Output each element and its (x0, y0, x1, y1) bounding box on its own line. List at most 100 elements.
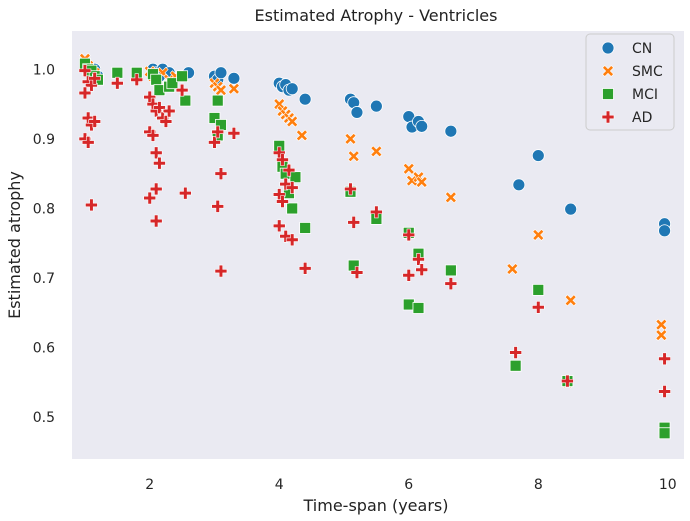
data-point-ad (146, 129, 160, 142)
data-point-mci (176, 70, 188, 83)
data-point-ad (350, 266, 364, 279)
data-point-mci (211, 94, 224, 107)
data-point-cn (658, 224, 671, 238)
data-point-ad (149, 182, 163, 196)
data-point-smc (370, 145, 383, 158)
data-point-ad (276, 153, 289, 167)
data-point-mci (208, 112, 221, 124)
legend-label-smc: SMC (632, 64, 663, 80)
data-point-mci (166, 77, 179, 90)
x-tick-label: 2 (145, 477, 154, 493)
y-tick-label: 0.5 (33, 410, 55, 426)
y-tick-label: 0.6 (33, 341, 55, 357)
legend-marker-cn (601, 41, 615, 55)
data-point-smc (286, 115, 299, 128)
data-point-ad (561, 374, 574, 388)
data-point-mci (532, 283, 545, 296)
data-point-smc (215, 84, 227, 97)
data-point-ad (658, 352, 671, 366)
data-point-mci (289, 171, 302, 184)
data-point-ad (298, 262, 312, 275)
legend-item-cn: CN (601, 41, 652, 57)
data-point-smc (227, 82, 240, 95)
data-point-smc (444, 191, 457, 204)
legend-label-mci: MCI (632, 87, 658, 103)
legend-marker-ad (601, 110, 615, 124)
x-tick-label: 8 (534, 477, 543, 493)
data-point-ad (81, 136, 95, 149)
data-point-ad (162, 104, 176, 118)
data-point-cn (350, 106, 364, 119)
x-axis-ticks: 2 4 6 8 10 (145, 477, 676, 493)
data-marks (78, 52, 671, 440)
data-point-ad (658, 385, 671, 398)
data-point-mci (179, 94, 192, 107)
data-point-ad (402, 228, 416, 242)
data-point-ad (276, 195, 289, 208)
data-point-cn (564, 202, 578, 216)
data-point-ad (78, 86, 92, 100)
data-point-ad (214, 264, 228, 278)
data-point-ad (153, 156, 166, 170)
data-point-cn (512, 178, 526, 192)
data-point-mci (286, 202, 299, 215)
data-point-ad (214, 167, 228, 180)
data-point-mci (658, 427, 671, 440)
data-point-ad (85, 198, 98, 212)
data-point-ad (111, 76, 124, 90)
data-point-smc (402, 162, 415, 175)
data-point-smc (344, 132, 357, 145)
legend-item-ad: AD (601, 110, 652, 126)
y-tick-label: 0.9 (33, 132, 55, 148)
data-point-ad (285, 233, 299, 247)
data-point-smc (506, 263, 519, 275)
data-point-smc (295, 129, 308, 142)
legend-label-cn: CN (632, 41, 652, 57)
data-point-ad (444, 277, 458, 290)
data-point-smc (564, 294, 577, 307)
data-point-cn (285, 82, 299, 96)
data-point-ad (159, 115, 173, 128)
x-tick-label: 4 (275, 477, 284, 493)
y-tick-label: 0.8 (33, 201, 55, 217)
legend-marker-smc (602, 65, 614, 77)
data-point-ad (279, 230, 293, 243)
data-point-ad (347, 216, 361, 229)
data-point-smc (655, 318, 668, 331)
data-point-mci (412, 302, 425, 314)
data-point-ad (175, 83, 189, 97)
series-ad (78, 64, 671, 398)
data-point-ad (88, 72, 101, 85)
data-point-smc (347, 150, 360, 163)
data-point-mci (444, 264, 457, 277)
data-point-mci (299, 222, 312, 234)
data-point-cn (214, 66, 228, 80)
legend-box (585, 33, 675, 131)
y-tick-label: 1.0 (33, 62, 55, 78)
data-point-ad (211, 200, 225, 213)
x-tick-label: 10 (659, 477, 677, 493)
data-point-ad (531, 300, 545, 314)
data-point-cn (415, 119, 429, 133)
data-point-smc (655, 329, 668, 342)
data-point-ad (272, 219, 286, 233)
data-point-mci (509, 359, 522, 372)
data-point-cn (444, 124, 458, 138)
data-point-ad (88, 115, 101, 128)
data-point-ad (402, 268, 416, 282)
x-axis-label: Time-span (years) (303, 496, 449, 515)
data-point-ad (179, 186, 192, 200)
legend: CN SMC MCI AD (585, 33, 675, 131)
data-point-cn (227, 71, 241, 85)
chart-title: Estimated Atrophy - Ventricles (255, 6, 498, 25)
data-point-mci (150, 73, 163, 86)
legend-item-mci: MCI (602, 87, 658, 103)
data-point-ad (285, 181, 299, 194)
legend-label-ad: AD (632, 110, 652, 126)
legend-item-smc: SMC (602, 64, 663, 80)
data-point-smc (532, 228, 545, 241)
data-point-cn (369, 99, 383, 113)
data-point-ad (211, 125, 225, 139)
data-point-mci (111, 66, 124, 79)
